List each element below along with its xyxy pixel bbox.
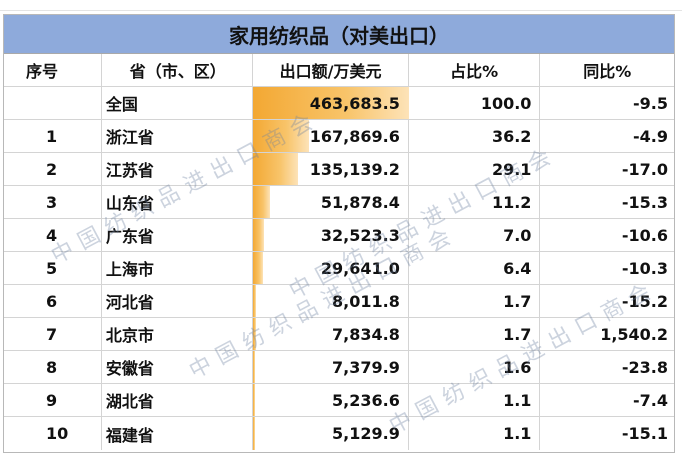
export-value-cell[interactable]: 51,878.4 — [253, 186, 409, 218]
header-share[interactable]: 占比% — [409, 54, 541, 86]
share-cell[interactable]: 1.6 — [409, 351, 541, 383]
share-cell[interactable]: 1.1 — [409, 417, 541, 450]
export-value-text: 51,878.4 — [320, 192, 400, 212]
export-value-cell[interactable]: 5,236.6 — [253, 384, 409, 416]
data-bar — [253, 285, 257, 317]
data-bar — [253, 252, 264, 284]
share-cell[interactable]: 100.0 — [409, 87, 541, 119]
yoy-cell[interactable]: -17.0 — [621, 159, 669, 179]
data-bar — [253, 417, 256, 450]
share-cell[interactable]: 1.7 — [409, 318, 541, 350]
yoy-cell[interactable]: -10.3 — [621, 258, 669, 278]
export-value-cell[interactable]: 135,139.2 — [253, 153, 409, 185]
table-row: 7 北京市 7,834.8 1.7 1,540.2 — [4, 318, 674, 351]
index-cell[interactable]: 10 — [4, 417, 102, 450]
yoy-cell[interactable]: -4.9 — [633, 126, 669, 146]
header-row: 序号 省（市、区） 出口额/万美元 占比% 同比% — [4, 54, 674, 87]
export-value-cell[interactable]: 5,129.9 — [253, 417, 409, 450]
share-cell[interactable]: 36.2 — [409, 120, 541, 152]
region-cell[interactable]: 北京市 — [102, 318, 254, 350]
yoy-cell[interactable]: 1,540.2 — [600, 324, 669, 344]
export-value-cell[interactable]: 7,834.8 — [253, 318, 409, 350]
region-cell[interactable]: 全国 — [102, 87, 254, 119]
region-cell[interactable]: 福建省 — [102, 417, 254, 450]
export-value-text: 32,523.3 — [320, 225, 400, 245]
export-value-cell[interactable]: 8,011.8 — [253, 285, 409, 317]
region-cell[interactable]: 河北省 — [102, 285, 254, 317]
table-row: 8 安徽省 7,379.9 1.6 -23.8 — [4, 351, 674, 384]
data-bar — [253, 384, 256, 416]
yoy-cell[interactable]: -9.5 — [633, 93, 669, 113]
share-cell[interactable]: 29.1 — [409, 153, 541, 185]
index-cell[interactable]: 5 — [4, 252, 102, 284]
export-value-cell[interactable]: 167,869.6 — [253, 120, 409, 152]
yoy-cell[interactable]: -15.3 — [621, 192, 669, 212]
export-value-text: 135,139.2 — [309, 159, 400, 179]
region-cell[interactable]: 山东省 — [102, 186, 254, 218]
header-export-value[interactable]: 出口额/万美元 — [253, 54, 409, 86]
export-value-cell[interactable]: 32,523.3 — [253, 219, 409, 251]
top-gridline-strip — [0, 0, 682, 11]
data-bar — [253, 120, 310, 152]
yoy-cell[interactable]: -23.8 — [621, 357, 669, 377]
index-cell[interactable]: 1 — [4, 120, 102, 152]
index-cell[interactable]: 3 — [4, 186, 102, 218]
data-bar — [253, 186, 271, 218]
table-row: 4 广东省 32,523.3 7.0 -10.6 — [4, 219, 674, 252]
data-bar — [253, 318, 257, 350]
table-row: 2 江苏省 135,139.2 29.1 -17.0 — [4, 153, 674, 186]
region-cell[interactable]: 安徽省 — [102, 351, 254, 383]
export-value-text: 29,641.0 — [320, 258, 400, 278]
yoy-cell[interactable]: -10.6 — [621, 225, 669, 245]
export-value-text: 463,683.5 — [309, 93, 400, 113]
region-cell[interactable]: 广东省 — [102, 219, 254, 251]
yoy-cell[interactable]: -15.1 — [621, 424, 669, 443]
share-cell[interactable]: 7.0 — [409, 219, 541, 251]
data-bar — [253, 87, 410, 119]
export-value-text: 5,129.9 — [332, 424, 400, 443]
yoy-cell[interactable]: -7.4 — [633, 390, 669, 410]
index-cell[interactable]: 2 — [4, 153, 102, 185]
data-bar — [253, 153, 299, 185]
index-cell[interactable]: 4 — [4, 219, 102, 251]
table-row: 10 福建省 5,129.9 1.1 -15.1 — [4, 417, 674, 450]
export-value-cell[interactable]: 7,379.9 — [253, 351, 409, 383]
export-value-text: 8,011.8 — [332, 291, 400, 311]
table-row: 9 湖北省 5,236.6 1.1 -7.4 — [4, 384, 674, 417]
export-value-text: 7,834.8 — [332, 324, 400, 344]
export-value-text: 7,379.9 — [332, 357, 400, 377]
share-cell[interactable]: 11.2 — [409, 186, 541, 218]
table-row: 5 上海市 29,641.0 6.4 -10.3 — [4, 252, 674, 285]
table-title: 家用纺织品（对美出口） — [4, 15, 674, 54]
share-cell[interactable]: 1.1 — [409, 384, 541, 416]
header-region[interactable]: 省（市、区） — [102, 54, 254, 86]
data-bar — [253, 219, 265, 251]
index-cell[interactable]: 6 — [4, 285, 102, 317]
export-value-cell[interactable]: 29,641.0 — [253, 252, 409, 284]
index-cell[interactable] — [4, 87, 102, 119]
yoy-cell[interactable]: -15.2 — [621, 291, 669, 311]
region-cell[interactable]: 江苏省 — [102, 153, 254, 185]
export-value-cell[interactable]: 463,683.5 — [253, 87, 410, 119]
data-bar — [253, 351, 256, 383]
index-cell[interactable]: 8 — [4, 351, 102, 383]
share-cell[interactable]: 6.4 — [409, 252, 541, 284]
share-cell[interactable]: 1.7 — [409, 285, 541, 317]
table-row: 1 浙江省 167,869.6 36.2 -4.9 — [4, 120, 674, 153]
region-cell[interactable]: 湖北省 — [102, 384, 254, 416]
table-row: 6 河北省 8,011.8 1.7 -15.2 — [4, 285, 674, 318]
header-yoy[interactable]: 同比% — [583, 62, 632, 81]
export-value-text: 5,236.6 — [332, 390, 400, 410]
export-value-text: 167,869.6 — [309, 126, 400, 146]
table-row: 全国 463,683.5 100.0 -9.5 — [4, 87, 674, 120]
data-table: 家用纺织品（对美出口） 序号 省（市、区） 出口额/万美元 占比% 同比% 全国… — [3, 14, 675, 453]
index-cell[interactable]: 7 — [4, 318, 102, 350]
region-cell[interactable]: 上海市 — [102, 252, 254, 284]
header-index[interactable]: 序号 — [4, 54, 102, 86]
region-cell[interactable]: 浙江省 — [102, 120, 254, 152]
table-row: 3 山东省 51,878.4 11.2 -15.3 — [4, 186, 674, 219]
index-cell[interactable]: 9 — [4, 384, 102, 416]
